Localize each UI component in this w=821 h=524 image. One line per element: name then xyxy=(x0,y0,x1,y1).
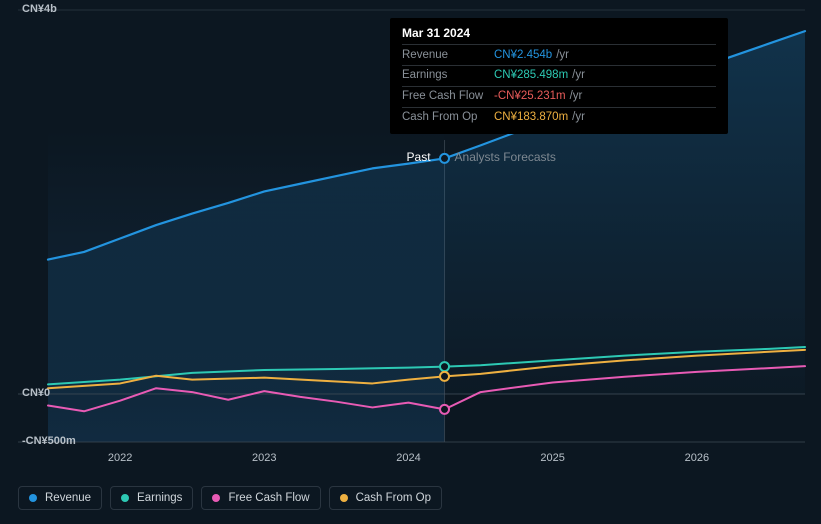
x-tick-label: 2024 xyxy=(396,452,420,464)
legend-dot-icon xyxy=(121,494,129,502)
tooltip-row-suffix: /yr xyxy=(556,48,569,63)
tooltip-row-label: Earnings xyxy=(402,68,494,83)
tooltip-row-label: Cash From Op xyxy=(402,110,494,125)
y-tick-label: -CN¥500m xyxy=(22,435,76,447)
tooltip-row: Cash From OpCN¥183.870m/yr xyxy=(402,107,716,128)
legend-item-fcf[interactable]: Free Cash Flow xyxy=(201,486,320,510)
legend-item-cashop[interactable]: Cash From Op xyxy=(329,486,442,510)
tooltip-date: Mar 31 2024 xyxy=(402,26,716,40)
tooltip-row-suffix: /yr xyxy=(570,89,583,104)
tooltip-row-value: CN¥285.498m xyxy=(494,68,568,83)
legend: Revenue Earnings Free Cash Flow Cash From O… xyxy=(18,486,442,510)
tooltip-row-value: CN¥183.870m xyxy=(494,110,568,125)
legend-label: Revenue xyxy=(45,492,91,504)
tooltip-row-value: CN¥2.454b xyxy=(494,48,552,63)
legend-item-earnings[interactable]: Earnings xyxy=(110,486,193,510)
hover-tooltip: Mar 31 2024 RevenueCN¥2.454b/yrEarningsC… xyxy=(390,18,728,134)
past-section-label: Past xyxy=(407,150,431,164)
tooltip-row: EarningsCN¥285.498m/yr xyxy=(402,65,716,86)
legend-dot-icon xyxy=(340,494,348,502)
tooltip-row-label: Free Cash Flow xyxy=(402,89,494,104)
legend-label: Earnings xyxy=(137,492,182,504)
x-tick-label: 2026 xyxy=(685,452,709,464)
tooltip-row-label: Revenue xyxy=(402,48,494,63)
tooltip-row-suffix: /yr xyxy=(572,110,585,125)
tooltip-row-suffix: /yr xyxy=(572,68,585,83)
tooltip-row: Free Cash Flow-CN¥25.231m/yr xyxy=(402,86,716,107)
legend-label: Cash From Op xyxy=(356,492,431,504)
tooltip-row: RevenueCN¥2.454b/yr xyxy=(402,44,716,65)
y-tick-label: CN¥4b xyxy=(22,3,57,15)
legend-dot-icon xyxy=(29,494,37,502)
x-tick-label: 2022 xyxy=(108,452,132,464)
tooltip-row-value: -CN¥25.231m xyxy=(494,89,566,104)
forecast-section-label: Analysts Forecasts xyxy=(455,150,556,164)
financial-chart: CN¥4b CN¥0 -CN¥500m 2022 2023 2024 2025 2026 P… xyxy=(0,0,821,524)
legend-item-revenue[interactable]: Revenue xyxy=(18,486,102,510)
legend-dot-icon xyxy=(212,494,220,502)
x-tick-label: 2025 xyxy=(540,452,564,464)
legend-label: Free Cash Flow xyxy=(228,492,309,504)
y-tick-label: CN¥0 xyxy=(22,387,50,399)
x-tick-label: 2023 xyxy=(252,452,276,464)
x-axis-labels: 2022 2023 2024 2025 2026 xyxy=(0,452,821,468)
